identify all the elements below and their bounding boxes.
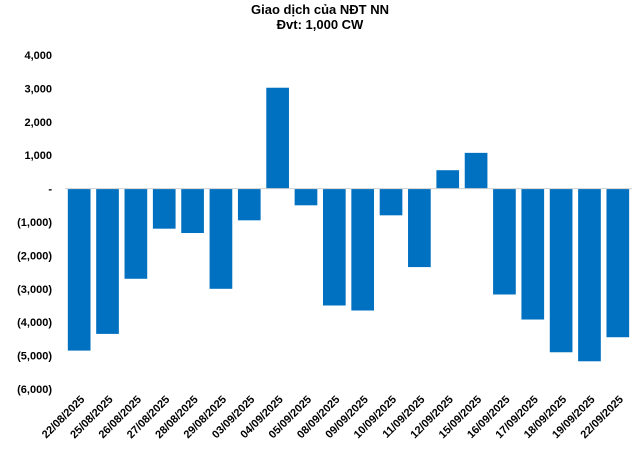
bar	[408, 188, 431, 268]
bar	[578, 188, 601, 362]
bar	[237, 188, 261, 221]
bar	[181, 188, 204, 234]
bar	[152, 188, 176, 229]
chart-subtitle: Đvt: 1,000 CW	[276, 17, 364, 32]
y-tick-label: (5,000)	[17, 351, 52, 363]
bar	[294, 188, 318, 206]
bar	[67, 188, 91, 351]
bar	[379, 188, 403, 216]
bar	[322, 188, 346, 306]
y-tick-label: (1,000)	[17, 217, 52, 229]
bar	[606, 188, 630, 338]
y-tick-label: (3,000)	[17, 284, 52, 296]
bar	[549, 188, 573, 353]
y-tick-label: (4,000)	[17, 317, 52, 329]
bar	[124, 188, 148, 279]
bar	[209, 188, 233, 289]
y-tick-label: 1,000	[24, 150, 52, 162]
y-tick-label: -	[48, 184, 52, 196]
bar	[351, 188, 375, 311]
bar	[436, 170, 460, 189]
bar	[521, 188, 545, 320]
bar	[266, 87, 289, 189]
y-tick-label: 4,000	[24, 50, 52, 62]
y-tick-label: (6,000)	[17, 384, 52, 396]
y-tick-label: 2,000	[24, 117, 52, 129]
bar	[96, 188, 119, 334]
chart-title: Giao dịch của NĐT NN	[251, 2, 389, 17]
bar	[493, 188, 516, 295]
y-tick-label: (2,000)	[17, 250, 52, 262]
y-tick-label: 3,000	[24, 83, 52, 95]
bar	[464, 152, 488, 189]
